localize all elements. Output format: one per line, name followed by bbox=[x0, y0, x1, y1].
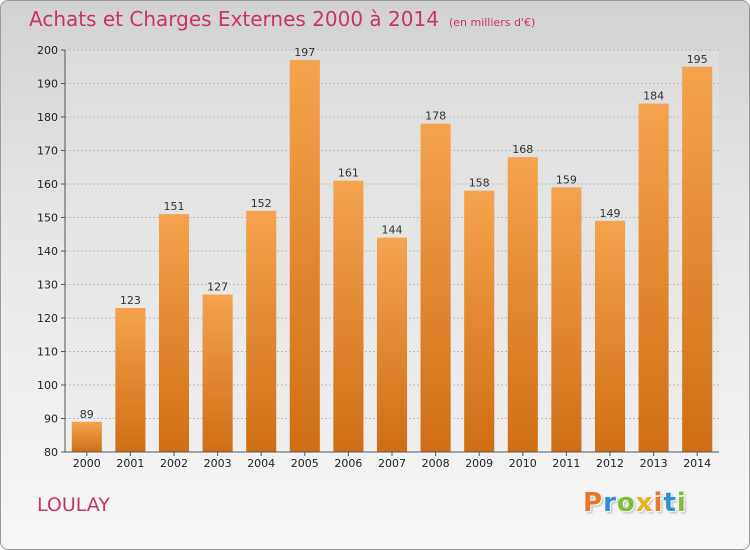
logo-letter: i bbox=[676, 488, 687, 518]
data-label-2006: 161 bbox=[338, 167, 359, 180]
logo-letter: x bbox=[635, 488, 654, 518]
bar-2005[interactable] bbox=[289, 60, 320, 453]
data-label-2013: 184 bbox=[643, 90, 664, 103]
bar-2014[interactable] bbox=[682, 66, 713, 452]
bar-2007[interactable] bbox=[376, 237, 408, 452]
y-tick-label: 150 bbox=[37, 212, 58, 225]
data-label-2005: 197 bbox=[294, 46, 315, 59]
location-label: LOULAY bbox=[37, 494, 110, 516]
bar-2008[interactable] bbox=[420, 123, 451, 452]
x-tick-label-2005: 2005 bbox=[291, 457, 319, 470]
y-tick-label: 180 bbox=[37, 111, 58, 124]
chart-title: Achats et Charges Externes 2000 à 2014 (e… bbox=[29, 7, 535, 31]
data-label-2000: 89 bbox=[80, 408, 94, 421]
x-tick-label-2000: 2000 bbox=[73, 457, 101, 470]
y-tick-label: 140 bbox=[37, 245, 58, 258]
bar-2009[interactable] bbox=[464, 190, 495, 452]
logo-letter: i bbox=[653, 488, 664, 518]
x-tick-label-2003: 2003 bbox=[204, 457, 232, 470]
bar-2006[interactable] bbox=[333, 180, 364, 452]
x-tick-label-2011: 2011 bbox=[552, 457, 580, 470]
logo-letter: o bbox=[616, 488, 636, 518]
x-tick-label-2006: 2006 bbox=[334, 457, 362, 470]
bar-2011[interactable] bbox=[551, 187, 582, 452]
bar-2004[interactable] bbox=[246, 210, 277, 452]
x-tick-label-2009: 2009 bbox=[465, 457, 493, 470]
y-tick-label: 190 bbox=[37, 78, 58, 91]
proxiti-logo[interactable]: Proxiti bbox=[583, 488, 687, 518]
x-tick-label-2010: 2010 bbox=[509, 457, 537, 470]
chart-title-text: Achats et Charges Externes 2000 à 2014 bbox=[29, 7, 439, 31]
data-label-2012: 149 bbox=[600, 207, 621, 220]
x-tick-label-2007: 2007 bbox=[378, 457, 406, 470]
bar-2012[interactable] bbox=[594, 220, 626, 452]
data-label-2008: 178 bbox=[425, 110, 446, 123]
data-label-2003: 127 bbox=[207, 281, 228, 294]
bar-2013[interactable] bbox=[638, 103, 669, 452]
data-label-2007: 144 bbox=[382, 224, 403, 237]
logo-letter: t bbox=[663, 488, 677, 518]
x-tick-label-2012: 2012 bbox=[596, 457, 624, 470]
data-label-2009: 158 bbox=[469, 177, 490, 190]
data-label-2002: 151 bbox=[164, 200, 185, 213]
y-tick-label: 160 bbox=[37, 178, 58, 191]
data-label-2001: 123 bbox=[120, 294, 141, 307]
data-label-2004: 152 bbox=[251, 197, 272, 210]
data-label-2011: 159 bbox=[556, 173, 577, 186]
x-tick-label-2002: 2002 bbox=[160, 457, 188, 470]
logo-letter: r bbox=[603, 488, 617, 518]
bar-2010[interactable] bbox=[507, 157, 538, 452]
data-label-2014: 195 bbox=[687, 53, 708, 66]
chart-subtitle: (en milliers d'€) bbox=[448, 16, 536, 29]
x-tick-label-2001: 2001 bbox=[116, 457, 144, 470]
y-tick-label: 90 bbox=[44, 413, 58, 426]
y-tick-label: 130 bbox=[37, 279, 58, 292]
y-tick-label: 120 bbox=[37, 312, 58, 325]
bar-2001[interactable] bbox=[115, 307, 146, 452]
x-tick-label-2008: 2008 bbox=[422, 457, 450, 470]
y-tick-label: 80 bbox=[44, 446, 58, 459]
bar-2003[interactable] bbox=[202, 294, 233, 452]
bar-2002[interactable] bbox=[158, 214, 190, 452]
data-label-2010: 168 bbox=[512, 143, 533, 156]
x-tick-label-2004: 2004 bbox=[247, 457, 275, 470]
logo-letter: P bbox=[583, 488, 604, 518]
y-tick-label: 110 bbox=[37, 346, 58, 359]
x-tick-label-2013: 2013 bbox=[640, 457, 668, 470]
y-tick-label: 170 bbox=[37, 145, 58, 158]
y-tick-label: 100 bbox=[37, 379, 58, 392]
bar-2000[interactable] bbox=[71, 421, 102, 452]
y-tick-label: 200 bbox=[37, 44, 58, 57]
x-tick-label-2014: 2014 bbox=[683, 457, 711, 470]
